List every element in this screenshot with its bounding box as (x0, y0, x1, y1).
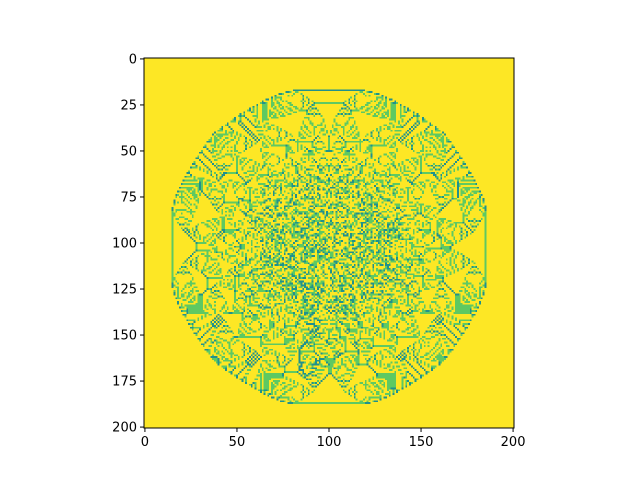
x-tick-label: 200 (501, 435, 526, 450)
heatmap-image (144, 58, 514, 428)
y-tick-label: 25 (120, 98, 137, 113)
x-tick-label: 150 (409, 435, 434, 450)
y-tick-label: 0 (129, 52, 137, 67)
y-tick-label: 175 (112, 375, 137, 390)
y-tick-label: 75 (120, 190, 137, 205)
y-tick-label: 200 (112, 421, 137, 436)
y-tick-label: 125 (112, 283, 137, 298)
y-tick-label: 50 (120, 144, 137, 159)
heatmap-plot-area (144, 58, 514, 428)
y-tick-label: 150 (112, 329, 137, 344)
x-tick-label: 100 (317, 435, 342, 450)
x-tick-label: 0 (141, 435, 149, 450)
x-tick-label: 50 (229, 435, 246, 450)
y-tick-label: 100 (112, 237, 137, 252)
